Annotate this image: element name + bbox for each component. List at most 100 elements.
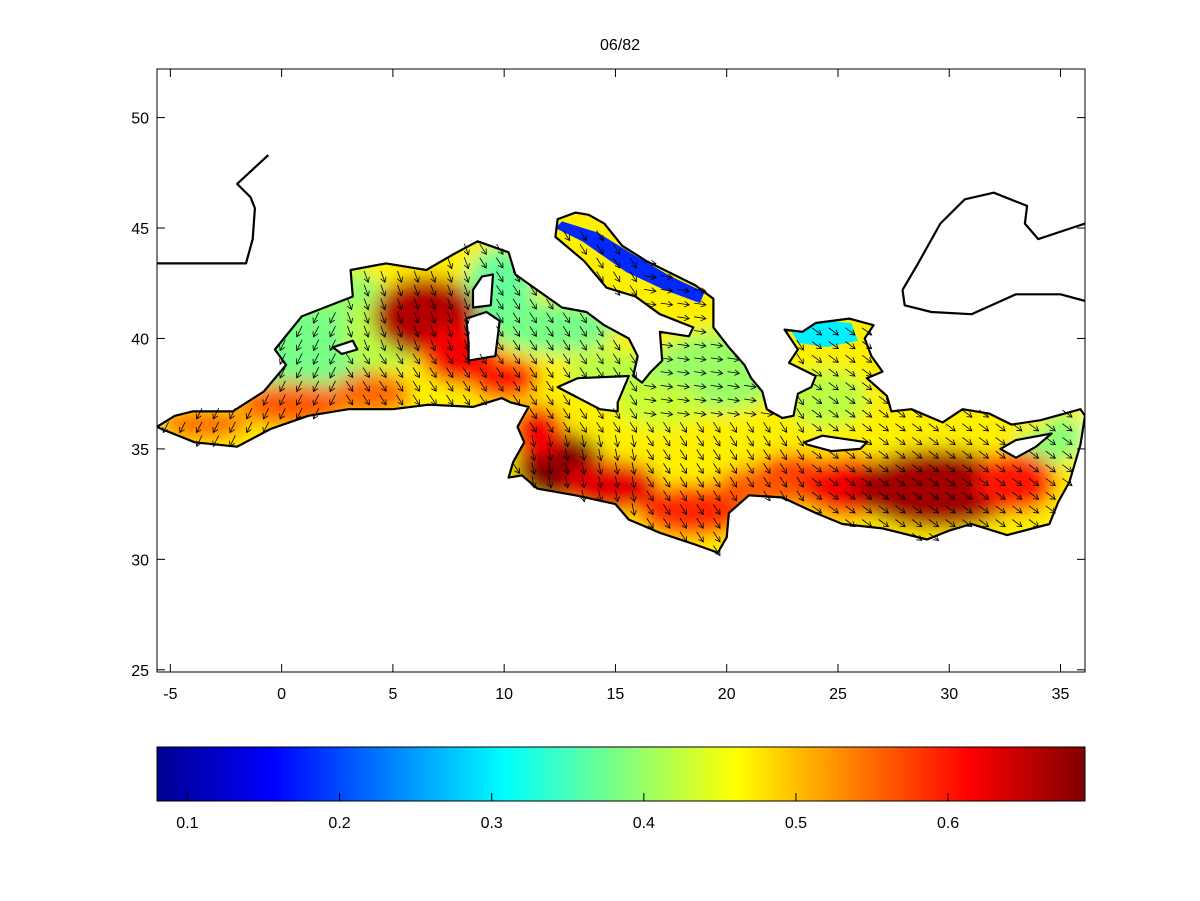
- vector-arrow: [746, 435, 754, 446]
- vector-arrow: [760, 413, 773, 415]
- vector-arrow: [363, 311, 368, 323]
- vector-arrow: [995, 505, 1006, 513]
- vector-arrow: [710, 413, 723, 415]
- vector-arrow: [845, 450, 855, 458]
- vector-arrow: [363, 339, 368, 351]
- vector-arrow: [412, 380, 420, 391]
- vector-arrow: [579, 353, 587, 364]
- vector-arrow: [565, 462, 567, 475]
- vector-arrow: [962, 464, 972, 472]
- vector-arrow: [911, 505, 922, 513]
- vector-arrow: [660, 399, 673, 401]
- vector-arrow: [546, 394, 554, 405]
- vector-arrow: [496, 353, 504, 364]
- vector-arrow: [729, 476, 737, 487]
- vector-arrow: [395, 367, 403, 378]
- vector-arrow: [978, 437, 989, 444]
- vector-arrow: [744, 413, 756, 415]
- vector-arrow: [727, 358, 740, 360]
- vector-arrow: [596, 243, 604, 254]
- vector-arrow: [696, 531, 704, 542]
- vector-arrow: [380, 270, 385, 282]
- colorbar-tick-label: 0.1: [176, 815, 198, 832]
- vector-arrow: [431, 298, 435, 309]
- vector-arrow: [945, 491, 956, 499]
- vector-arrow: [429, 367, 437, 378]
- vector-arrow: [828, 341, 839, 349]
- vector-arrow: [512, 339, 520, 350]
- vector-arrow: [696, 504, 704, 514]
- vector-arrow: [694, 372, 706, 374]
- vector-arrow: [928, 505, 939, 513]
- vector-arrow: [464, 257, 468, 268]
- vector-arrow: [713, 490, 720, 501]
- vector-arrow: [446, 353, 453, 364]
- vector-arrow: [313, 353, 320, 364]
- vector-arrow: [479, 243, 487, 254]
- vector-arrow: [660, 344, 673, 346]
- vector-arrow: [599, 435, 601, 447]
- vector-arrow: [796, 435, 804, 446]
- vector-arrow: [562, 408, 570, 419]
- vector-arrow: [529, 339, 537, 350]
- vector-arrow: [380, 325, 385, 337]
- vector-arrow: [1028, 505, 1039, 513]
- vector-arrow: [280, 394, 286, 406]
- vector-arrow: [660, 289, 673, 291]
- vector-arrow: [713, 504, 720, 514]
- vector-arrow: [1028, 450, 1039, 458]
- vector-arrow: [496, 285, 504, 295]
- vector-arrow: [962, 450, 972, 458]
- vector-arrow: [629, 380, 637, 391]
- vector-arrow: [529, 408, 537, 419]
- vector-arrow: [347, 298, 351, 309]
- vector-arrow: [1045, 423, 1056, 431]
- vector-arrow: [479, 380, 487, 391]
- vector-arrow: [448, 325, 452, 337]
- vector-arrow: [945, 450, 956, 458]
- vector-arrow: [313, 325, 320, 337]
- y-tick-label: 30: [131, 552, 149, 569]
- vector-arrow: [729, 463, 737, 473]
- vector-arrow: [632, 435, 634, 447]
- vector-arrow: [362, 367, 370, 378]
- vector-arrow: [398, 339, 402, 351]
- vector-arrow: [297, 339, 303, 351]
- vector-arrow: [663, 463, 670, 473]
- vector-arrow: [811, 409, 822, 417]
- vector-arrow: [579, 312, 587, 323]
- vector-arrow: [632, 476, 634, 488]
- vector-arrow: [895, 519, 906, 527]
- vector-arrow: [363, 325, 368, 337]
- vector-arrow: [694, 385, 706, 387]
- vector-arrow: [1028, 464, 1039, 472]
- colorbar-tick-label: 0.6: [937, 815, 959, 832]
- vector-arrow: [928, 519, 939, 527]
- vector-arrow: [861, 368, 872, 376]
- vector-arrow: [464, 298, 468, 309]
- vector-arrow: [512, 298, 520, 309]
- vector-arrow: [895, 423, 906, 431]
- vector-arrow: [811, 341, 822, 349]
- vector-arrow: [861, 505, 872, 513]
- vector-arrow: [496, 298, 504, 309]
- vector-arrow: [549, 448, 551, 461]
- vector-arrow: [448, 257, 452, 268]
- vector-arrow: [398, 325, 402, 337]
- vector-arrow: [744, 385, 756, 387]
- vector-arrow: [612, 353, 620, 364]
- vector-arrow: [479, 257, 487, 268]
- vector-arrow: [845, 464, 855, 472]
- vector-arrow: [713, 517, 720, 528]
- vector-arrow: [448, 311, 452, 323]
- vector-arrow: [643, 276, 656, 278]
- vector-arrow: [579, 408, 587, 419]
- vector-arrow: [746, 449, 754, 460]
- vector-arrow: [995, 491, 1006, 499]
- vector-arrow: [861, 450, 872, 458]
- vector-arrow: [727, 413, 740, 415]
- vector-arrow: [496, 367, 504, 378]
- coastline: [157, 154, 1085, 554]
- vector-arrow: [779, 463, 787, 473]
- vector-arrow: [230, 421, 236, 433]
